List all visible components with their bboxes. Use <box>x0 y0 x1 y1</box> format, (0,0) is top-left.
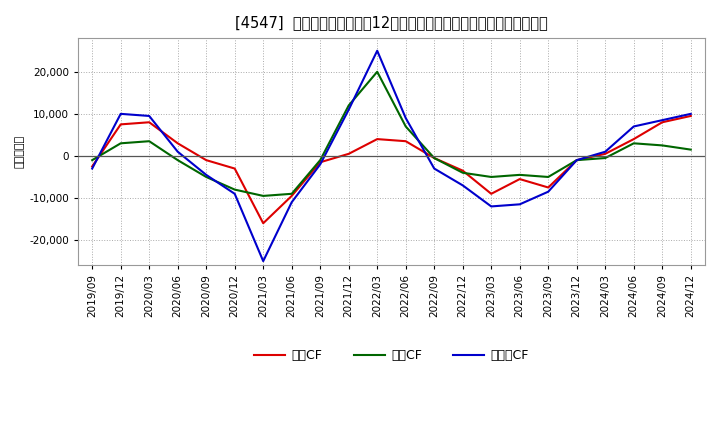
フリーCF <box>230 191 239 196</box>
投資CF <box>287 191 296 196</box>
Title: [4547]  キャッシュフローの12か月移動合計の対前年同期増減額の推移: [4547] キャッシュフローの12か月移動合計の対前年同期増減額の推移 <box>235 15 548 30</box>
営業CF <box>402 139 410 144</box>
フリーCF <box>572 158 581 163</box>
フリーCF <box>117 111 125 117</box>
投資CF <box>601 155 610 161</box>
フリーCF <box>88 166 96 171</box>
営業CF <box>459 168 467 173</box>
営業CF <box>230 166 239 171</box>
営業CF <box>117 122 125 127</box>
投資CF <box>544 174 552 180</box>
営業CF <box>259 220 268 226</box>
投資CF <box>145 139 153 144</box>
営業CF <box>202 158 210 163</box>
Legend: 営業CF, 投資CF, フリーCF: 営業CF, 投資CF, フリーCF <box>249 344 534 367</box>
フリーCF <box>373 48 382 53</box>
フリーCF <box>516 202 524 207</box>
投資CF <box>686 147 695 152</box>
フリーCF <box>145 114 153 119</box>
投資CF <box>316 158 325 163</box>
Line: フリーCF: フリーCF <box>92 51 690 261</box>
フリーCF <box>287 200 296 205</box>
投資CF <box>487 174 495 180</box>
営業CF <box>88 164 96 169</box>
Y-axis label: （百万円）: （百万円） <box>15 135 25 168</box>
投資CF <box>174 158 182 163</box>
フリーCF <box>202 172 210 177</box>
Line: 投資CF: 投資CF <box>92 72 690 196</box>
営業CF <box>287 193 296 198</box>
営業CF <box>516 176 524 182</box>
投資CF <box>402 124 410 129</box>
フリーCF <box>658 117 667 123</box>
フリーCF <box>344 107 353 112</box>
投資CF <box>230 187 239 192</box>
営業CF <box>658 120 667 125</box>
フリーCF <box>316 162 325 167</box>
投資CF <box>658 143 667 148</box>
営業CF <box>316 160 325 165</box>
フリーCF <box>430 166 438 171</box>
投資CF <box>430 155 438 161</box>
投資CF <box>259 193 268 198</box>
フリーCF <box>629 124 638 129</box>
営業CF <box>601 151 610 157</box>
営業CF <box>430 155 438 161</box>
投資CF <box>572 158 581 163</box>
営業CF <box>487 191 495 196</box>
フリーCF <box>259 258 268 264</box>
フリーCF <box>601 149 610 154</box>
投資CF <box>344 103 353 108</box>
営業CF <box>686 114 695 119</box>
投資CF <box>88 158 96 163</box>
投資CF <box>202 174 210 180</box>
フリーCF <box>402 115 410 121</box>
投資CF <box>373 69 382 74</box>
営業CF <box>544 185 552 190</box>
フリーCF <box>174 149 182 154</box>
営業CF <box>145 120 153 125</box>
営業CF <box>174 141 182 146</box>
フリーCF <box>686 111 695 117</box>
営業CF <box>572 158 581 163</box>
Line: 営業CF: 営業CF <box>92 116 690 223</box>
営業CF <box>344 151 353 157</box>
営業CF <box>373 136 382 142</box>
フリーCF <box>487 204 495 209</box>
投資CF <box>117 141 125 146</box>
投資CF <box>459 170 467 176</box>
投資CF <box>629 141 638 146</box>
投資CF <box>516 172 524 177</box>
フリーCF <box>544 189 552 194</box>
フリーCF <box>459 183 467 188</box>
営業CF <box>629 136 638 142</box>
